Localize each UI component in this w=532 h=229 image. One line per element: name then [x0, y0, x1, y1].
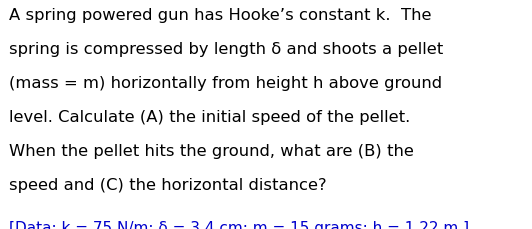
- Text: A spring powered gun has Hooke’s constant k.  The: A spring powered gun has Hooke’s constan…: [9, 8, 431, 23]
- Text: When the pellet hits the ground, what are (B) the: When the pellet hits the ground, what ar…: [9, 144, 413, 158]
- Text: speed and (C) the horizontal distance?: speed and (C) the horizontal distance?: [9, 177, 326, 192]
- Text: spring is compressed by length δ and shoots a pellet: spring is compressed by length δ and sho…: [9, 42, 443, 57]
- Text: level. Calculate (A) the initial speed of the pellet.: level. Calculate (A) the initial speed o…: [9, 110, 410, 125]
- Text: [Data: k = 75 N/m; δ = 3.4 cm; m = 15 grams; h = 1.22 m ]: [Data: k = 75 N/m; δ = 3.4 cm; m = 15 gr…: [9, 220, 469, 229]
- Text: (mass = m) horizontally from height h above ground: (mass = m) horizontally from height h ab…: [9, 76, 442, 91]
